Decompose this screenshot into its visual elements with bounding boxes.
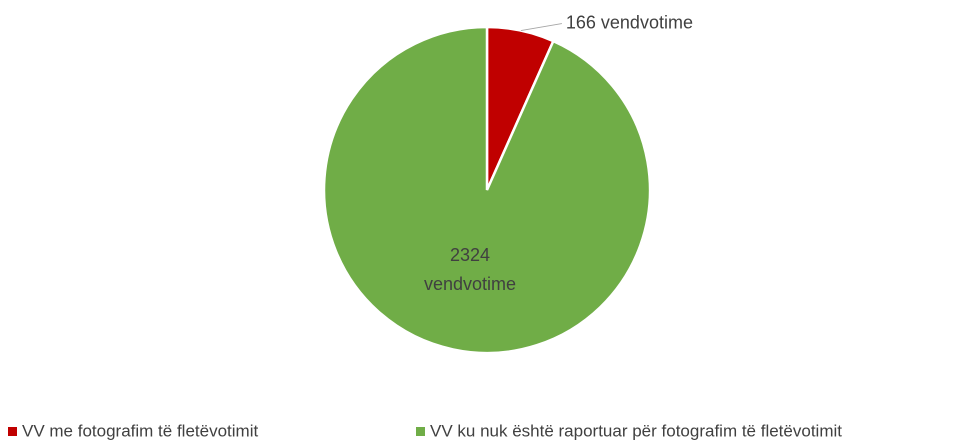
legend-swatch (416, 427, 425, 436)
legend-label: VV me fotografim të fletëvotimit (22, 421, 258, 440)
legend-swatch (8, 427, 17, 436)
leader-line (520, 23, 562, 32)
data-label: 166 vendvotime (566, 12, 693, 32)
data-label: 2324 vendvotime (424, 244, 517, 294)
legend-label: VV ku nuk është raportuar për fotografim… (430, 421, 842, 440)
pie-slice (322, 25, 652, 355)
